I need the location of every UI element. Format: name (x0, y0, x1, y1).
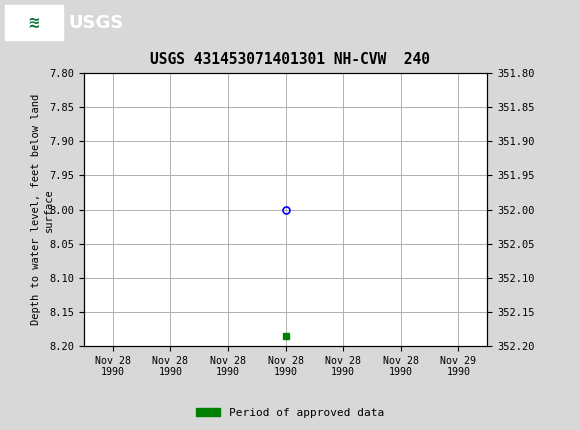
Bar (5, 6, 63, 40)
Text: USGS 431453071401301 NH-CVW  240: USGS 431453071401301 NH-CVW 240 (150, 52, 430, 67)
Legend: Period of approved data: Period of approved data (191, 403, 389, 422)
Text: ≋: ≋ (28, 14, 39, 31)
Text: USGS: USGS (68, 14, 124, 31)
Y-axis label: Depth to water level, feet below land
surface: Depth to water level, feet below land su… (31, 94, 54, 325)
